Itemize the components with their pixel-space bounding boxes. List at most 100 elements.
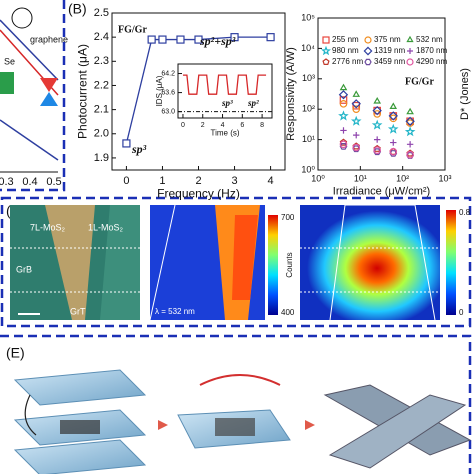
series-line	[182, 74, 267, 95]
y-tick-label: 2.0	[94, 128, 109, 140]
tick-label: 0	[459, 308, 464, 317]
marker	[339, 96, 348, 104]
tick-label: 0.4	[22, 176, 37, 188]
marker	[372, 105, 382, 116]
x-tick-label: 6	[240, 122, 244, 129]
colorbar-title: Counts	[285, 252, 294, 277]
marker	[352, 90, 361, 97]
marker	[405, 116, 415, 126]
flake	[45, 205, 95, 320]
marker	[406, 35, 414, 43]
device	[60, 420, 100, 434]
marker	[353, 131, 360, 139]
marker	[406, 119, 414, 127]
marker	[340, 127, 347, 134]
legend-label: 980 nm	[332, 46, 359, 55]
arrow	[199, 374, 281, 386]
x-tick-label: 0	[123, 175, 129, 187]
line	[0, 19, 59, 81]
border	[0, 196, 472, 328]
border	[0, 334, 472, 474]
marker	[339, 140, 348, 149]
marker	[339, 100, 348, 108]
y-tick-label: 63.0	[161, 108, 175, 115]
y-axis-label: IDS (μA)	[155, 75, 164, 106]
arrow	[158, 420, 168, 430]
marker	[176, 35, 185, 44]
colorbar	[268, 215, 278, 315]
legend-label: 375 nm	[374, 35, 401, 44]
marker	[266, 33, 275, 42]
marker	[322, 36, 330, 44]
annotation: sp³	[131, 142, 147, 156]
edge	[149, 204, 176, 321]
x-tick-label: 4	[221, 122, 225, 129]
marker	[338, 90, 349, 100]
label: graphene	[30, 34, 68, 44]
marker	[406, 141, 414, 148]
y-tick-label: 2.5	[94, 7, 109, 19]
marker	[390, 139, 397, 146]
marker	[339, 83, 348, 91]
y-tick-label: 10⁰	[301, 164, 315, 174]
arrow	[305, 420, 315, 430]
marker	[352, 105, 361, 114]
y-tick-label: 10¹	[302, 134, 315, 144]
x-tick-label: 10¹	[354, 173, 367, 183]
left-panel: graphene Se 0.3 0.4 0.5	[0, 7, 68, 188]
y-axis-label: Responsivity (A/W)	[285, 47, 297, 141]
y-tick-label: 63.6	[161, 89, 175, 96]
y-tick-label: 1.9	[94, 152, 109, 164]
y-tick-label: 10⁴	[301, 43, 315, 53]
x-tick-label: 3	[231, 175, 237, 187]
marker	[406, 58, 414, 66]
marker	[373, 146, 381, 154]
y2-axis-label: D* (Jones)	[459, 68, 471, 120]
marker	[364, 36, 372, 44]
x-tick-label: 0	[181, 122, 185, 129]
marker	[387, 123, 399, 134]
marker	[194, 35, 203, 44]
marker	[322, 58, 330, 66]
y-tick-label: 2.1	[94, 104, 109, 116]
y-tick-label: 10²	[302, 104, 315, 114]
marker	[338, 110, 349, 121]
legend-label: 4290 nm	[416, 57, 447, 66]
y-tick-label: 2.2	[94, 79, 109, 91]
panel-label: (E)	[6, 345, 25, 361]
annotation: FG/Gr	[405, 76, 434, 87]
label: 7L-MoS₂	[30, 222, 66, 232]
hotspot	[232, 215, 258, 300]
plot-frame	[317, 17, 446, 171]
label: GrB	[16, 264, 32, 274]
marker	[122, 139, 131, 148]
legend-label: 2776 nm	[332, 57, 363, 66]
x-tick-label: 10³	[438, 173, 451, 183]
label: 1L-MoS₂	[88, 222, 124, 232]
panel-e	[13, 369, 472, 474]
arrow	[24, 394, 37, 436]
annotation: sp²+sp³	[199, 34, 236, 48]
tick-label: 0.8	[459, 208, 471, 217]
legend-label: 3459 nm	[374, 57, 405, 66]
label: λ = 532 nm	[155, 307, 195, 316]
line	[0, 119, 59, 161]
marker	[352, 101, 361, 110]
colorbar	[446, 210, 456, 315]
marker	[364, 58, 372, 66]
label: Se	[4, 56, 15, 66]
tick-label: 0.5	[46, 176, 61, 188]
plot-frame	[177, 63, 273, 119]
x-tick-label: 1	[159, 175, 165, 187]
marker	[158, 35, 167, 44]
label: GrT	[70, 306, 86, 316]
marker	[371, 119, 383, 130]
x-tick-label: 8	[260, 122, 264, 129]
x-tick-label: 10⁰	[311, 173, 325, 183]
device	[215, 418, 255, 436]
annotation: FG/Gr	[118, 24, 147, 35]
cone	[40, 78, 58, 92]
y-tick-label: 10⁵	[301, 12, 315, 22]
marker	[352, 143, 361, 152]
